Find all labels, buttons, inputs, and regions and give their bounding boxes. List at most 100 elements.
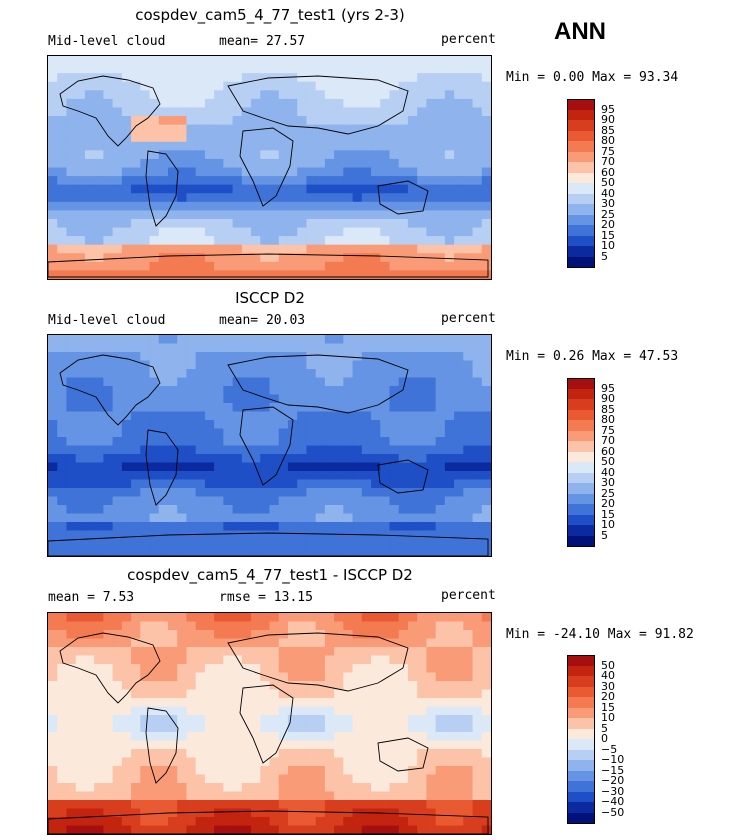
- colorbar-tick-label: 15: [601, 700, 615, 714]
- colorbar-swatch: [567, 162, 595, 173]
- colorbar-swatch: [567, 781, 595, 792]
- panel-3-colorbar: 50 40 30 20 15 10 5 0 −5 −10 −15 −20 −30 −40 −50: [567, 655, 637, 825]
- panel-1-map: [47, 55, 492, 280]
- colorbar-swatch: [567, 655, 595, 667]
- colorbar-tick-label: 25: [601, 207, 615, 221]
- colorbar-tick-label: −50: [601, 805, 625, 819]
- colorbar-tick-label: 70: [601, 434, 615, 447]
- colorbar-tick-label: −40: [601, 795, 625, 808]
- colorbar-tick-label: 50: [601, 176, 615, 189]
- coastline: [377, 459, 429, 494]
- colorbar-tick-label: 5: [601, 721, 608, 735]
- colorbar-swatch: [567, 707, 595, 718]
- colorbar-swatch: [567, 462, 595, 473]
- colorbar-swatch: [567, 420, 595, 431]
- colorbar-swatch: [567, 151, 595, 162]
- colorbar-swatch: [567, 141, 595, 152]
- coastline: [48, 532, 489, 556]
- colorbar-tick-label: 90: [601, 113, 615, 126]
- coastline: [227, 354, 409, 414]
- colorbar-swatch: [567, 665, 595, 676]
- colorbar-swatch: [567, 214, 595, 225]
- colorbar-tick-label: 20: [601, 690, 615, 703]
- colorbar-swatch: [567, 718, 595, 729]
- panel-1-mean-label: mean= 27.57: [219, 34, 306, 49]
- colorbar-swatch: [567, 193, 595, 204]
- colorbar-tick-label: −20: [601, 774, 625, 787]
- colorbar-swatch: [567, 812, 595, 824]
- panel-2-units-label: percent: [441, 311, 496, 326]
- panel-3-map: [47, 612, 492, 835]
- panel-3-rmse-label: rmse = 13.15: [219, 590, 313, 605]
- colorbar-swatch: [567, 109, 595, 120]
- colorbar-swatch: [567, 235, 595, 246]
- colorbar-swatch: [567, 409, 595, 420]
- coastline: [239, 684, 294, 764]
- colorbar-swatch: [567, 399, 595, 410]
- colorbar-swatch: [567, 99, 595, 111]
- colorbar-tick-label: 75: [601, 423, 615, 437]
- coastline: [59, 75, 161, 147]
- colorbar-tick-label: −30: [601, 784, 625, 798]
- colorbar-swatch: [567, 802, 595, 813]
- colorbar-tick-label: 25: [601, 486, 615, 500]
- colorbar-tick-label: 15: [601, 507, 615, 521]
- colorbar-tick-label: 10: [601, 518, 615, 531]
- colorbar-tick-label: 50: [601, 455, 615, 468]
- colorbar-tick-label: −10: [601, 753, 625, 766]
- colorbar-tick-label: 95: [601, 381, 615, 395]
- colorbar-tick-label: 85: [601, 402, 615, 416]
- colorbar-tick-label: −15: [601, 763, 625, 777]
- colorbar-swatch: [567, 504, 595, 515]
- colorbar-swatch: [567, 204, 595, 215]
- panel-1-colorbar: 95 90 85 80 75 70 60 50 40 30 25 20 15 10 5: [567, 99, 637, 269]
- panel-1-variable-label: Mid-level cloud: [48, 34, 166, 49]
- coastline: [377, 180, 429, 215]
- panel-2-mean-label: mean= 20.03: [219, 313, 306, 328]
- panel-3-map-field: [48, 613, 491, 834]
- colorbar-swatch: [567, 451, 595, 462]
- colorbar-tick-label: 30: [601, 476, 615, 489]
- coastline: [48, 810, 489, 834]
- panel-3-minmax: Min = -24.10 Max = 91.82: [506, 627, 694, 642]
- colorbar-tick-label: 5: [601, 528, 608, 542]
- panel-1-map-field: [48, 56, 491, 279]
- colorbar-swatch: [567, 430, 595, 441]
- panel-2-variable-label: Mid-level cloud: [48, 313, 166, 328]
- colorbar-swatch: [567, 388, 595, 399]
- colorbar-tick-label: 10: [601, 239, 615, 252]
- colorbar-tick-label: 0: [601, 732, 608, 745]
- colorbar-tick-label: 70: [601, 155, 615, 168]
- colorbar-swatch: [567, 493, 595, 504]
- panel-2-title: ISCCP D2: [235, 289, 305, 307]
- colorbar-swatch: [567, 770, 595, 781]
- colorbar-swatch: [567, 760, 595, 771]
- colorbar-swatch: [567, 739, 595, 750]
- coastline: [227, 75, 409, 135]
- colorbar-tick-label: 85: [601, 123, 615, 137]
- colorbar-swatch: [567, 441, 595, 452]
- colorbar-swatch: [567, 472, 595, 483]
- colorbar-tick-label: 60: [601, 444, 615, 458]
- colorbar-tick-label: −5: [601, 742, 618, 756]
- colorbar-tick-label: 90: [601, 392, 615, 405]
- coastline: [59, 354, 161, 426]
- colorbar-swatch: [567, 676, 595, 687]
- colorbar-tick-label: 60: [601, 165, 615, 179]
- colorbar-swatch: [567, 483, 595, 494]
- colorbar-swatch: [567, 120, 595, 131]
- colorbar-swatch: [567, 130, 595, 141]
- coastline: [48, 253, 489, 278]
- panel-3-units-label: percent: [441, 588, 496, 603]
- colorbar-swatch: [567, 728, 595, 739]
- panel-2-map: [47, 334, 492, 557]
- colorbar-swatch: [567, 525, 595, 536]
- panel-3-title: cospdev_cam5_4_77_test1 - ISCCP D2: [127, 566, 413, 584]
- colorbar-swatch: [567, 256, 595, 268]
- colorbar-tick-label: 40: [601, 186, 615, 200]
- colorbar-tick-label: 30: [601, 197, 615, 210]
- colorbar-swatch: [567, 749, 595, 760]
- colorbar-tick-label: 75: [601, 144, 615, 158]
- panel-1-minmax: Min = 0.00 Max = 93.34: [506, 70, 679, 85]
- colorbar-swatch: [567, 225, 595, 236]
